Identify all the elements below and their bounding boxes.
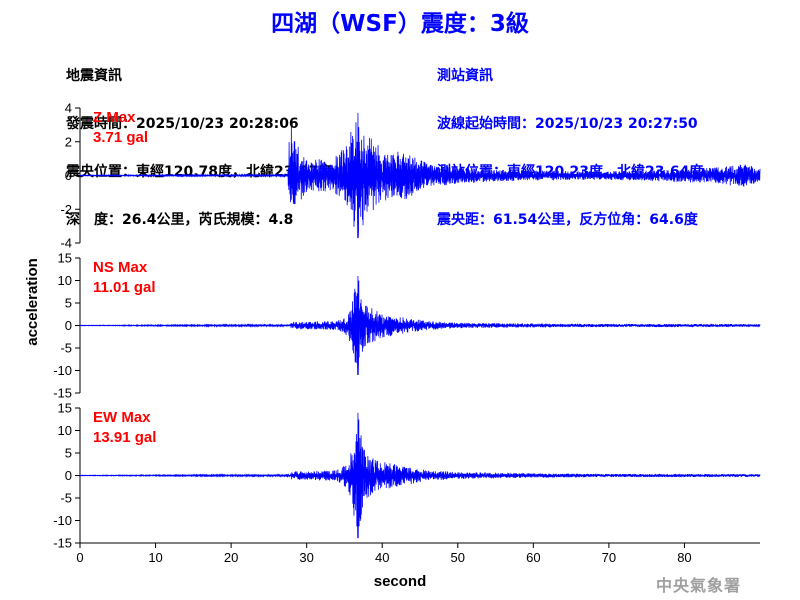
y-axis-title: acceleration	[24, 258, 41, 346]
epicentral-distance-azimuth: 震央距：61.54公里，反方位角：64.6度	[437, 212, 698, 228]
panel-z: -4 -2 0 2 4 Z Max 3.71 gal	[60, 101, 761, 251]
y-tick-label: 10	[58, 423, 72, 438]
station-info-block: 測站資訊 波線起始時間：2025/10/23 20:27:50 測站位置：東經1…	[437, 36, 703, 244]
x-tick-label: 0	[76, 550, 83, 565]
chart-title: 四湖（WSF）震度：3級	[271, 11, 529, 37]
y-tick-label: 15	[58, 401, 72, 416]
waveform-trace	[79, 275, 761, 376]
y-tick-label: -15	[53, 386, 72, 401]
max-label: NS Max	[93, 259, 148, 276]
x-axis-title: second	[374, 573, 427, 590]
y-tick-label: 2	[65, 134, 72, 149]
x-tick-label: 80	[677, 550, 691, 565]
x-tick-label: 50	[451, 550, 465, 565]
y-tick-label: 5	[65, 296, 72, 311]
y-tick-label: 4	[65, 101, 72, 116]
max-value: 13.91 gal	[93, 429, 156, 446]
earthquake-info-heading: 地震資訊	[66, 68, 122, 84]
y-tick-label: 0	[65, 318, 72, 333]
station-info-heading: 測站資訊	[437, 68, 493, 84]
x-tick-label: 70	[602, 550, 616, 565]
x-tick-label: 30	[299, 550, 313, 565]
panel-ew: -15 -10 -5 0 5 10 15 EW Max 13.91 gal	[53, 401, 761, 551]
y-tick-label: -15	[53, 536, 72, 551]
waveform-trace	[79, 412, 761, 539]
y-tick-label: 5	[65, 446, 72, 461]
y-tick-label: 0	[65, 468, 72, 483]
x-tick-label: 60	[526, 550, 540, 565]
wave-start-time: 波線起始時間：2025/10/23 20:27:50	[437, 116, 698, 132]
panel-ns: -15 -10 -5 0 5 10 15 NS Max 11.01 gal	[53, 251, 761, 401]
depth-magnitude: 深 度：26.4公里，芮氏規模：4.8	[66, 212, 294, 228]
max-value: 3.71 gal	[93, 129, 148, 146]
y-tick-label: 15	[58, 251, 72, 266]
x-tick-label: 10	[148, 550, 162, 565]
max-label: Z Max	[93, 109, 136, 126]
x-tick-label: 20	[224, 550, 238, 565]
y-tick-label: -10	[53, 513, 72, 528]
y-tick-label: -5	[60, 491, 72, 506]
waveform-trace	[79, 112, 761, 239]
origin-time: 發震時間：2025/10/23 20:28:06	[66, 116, 299, 132]
x-tick-label: 40	[375, 550, 389, 565]
y-tick-label: 0	[65, 168, 72, 183]
max-label: EW Max	[93, 409, 151, 426]
max-value: 11.01 gal	[93, 279, 156, 296]
y-tick-label: -4	[60, 236, 72, 251]
y-tick-label: -2	[60, 202, 72, 217]
agency-credit: 中央氣象署	[656, 576, 742, 595]
earthquake-info-block: 地震資訊 發震時間：2025/10/23 20:28:06 震央位置：東經120…	[66, 36, 332, 244]
y-tick-label: -5	[60, 341, 72, 356]
y-tick-label: 10	[58, 273, 72, 288]
y-tick-label: -10	[53, 363, 72, 378]
